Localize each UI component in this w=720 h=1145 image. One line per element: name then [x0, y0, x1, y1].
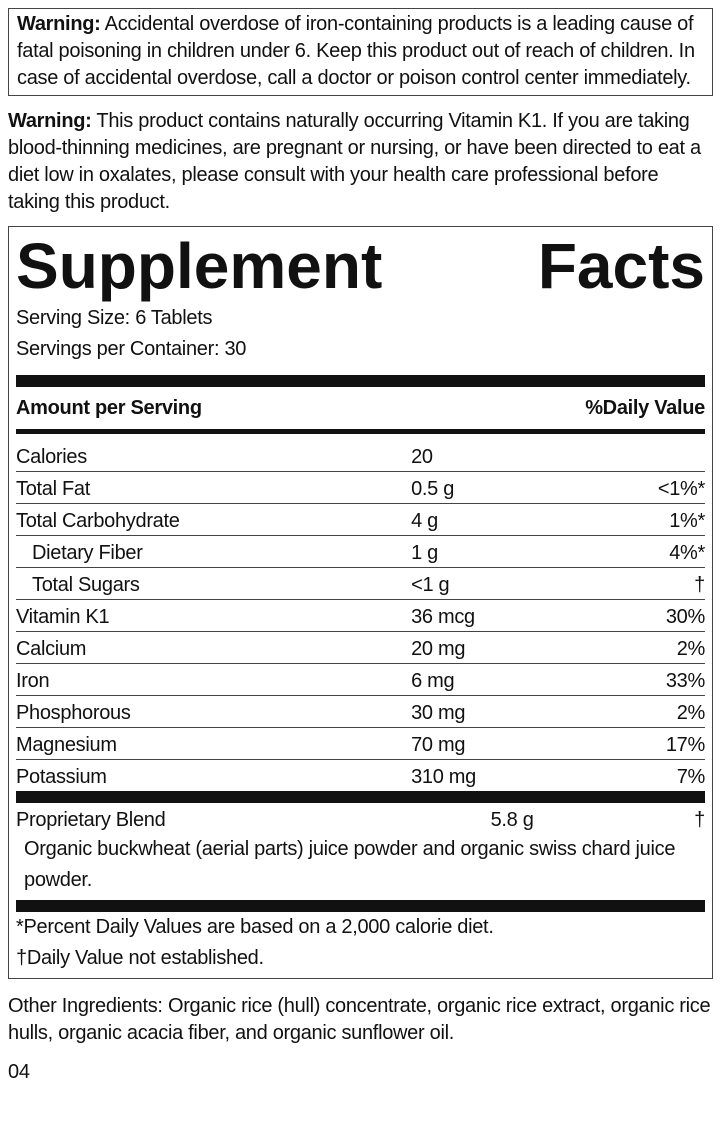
- blend-dv: †: [694, 809, 705, 831]
- warning-label: Warning:: [8, 110, 92, 132]
- nutrient-table: Calories 20 Total Fat 0.5 g <1%* Total Carboh…: [16, 440, 705, 791]
- warnings: Warning: Accidental overdose of iron-con…: [8, 8, 713, 216]
- header-table: Amount per Serving %Daily Value: [16, 387, 705, 429]
- nutrient-amount: 36 mcg: [411, 599, 592, 632]
- nutrient-name: Dietary Fiber: [16, 535, 412, 568]
- nutrient-name: Vitamin K1: [16, 599, 412, 632]
- other-ingredients: Other Ingredients: Organic rice (hull) c…: [8, 995, 711, 1044]
- blend-description: Organic buckwheat (aerial parts) juice p…: [24, 838, 676, 891]
- header-row: Amount per Serving %Daily Value: [16, 387, 705, 429]
- nutrient-name: Iron: [16, 663, 412, 696]
- nutrient-row: Phosphorous 30 mg 2%: [16, 695, 705, 728]
- nutrient-dv: [591, 440, 705, 472]
- nutrient-amount: 70 mg: [411, 727, 592, 760]
- nutrient-dv: 33%: [591, 663, 705, 696]
- nutrient-dv: †: [591, 567, 705, 600]
- nutrient-name: Magnesium: [16, 727, 412, 760]
- nutrient-row: Magnesium 70 mg 17%: [16, 727, 705, 760]
- warning-text: This product contains naturally occurrin…: [8, 110, 701, 213]
- warning: Warning: Accidental overdose of iron-con…: [8, 8, 713, 96]
- nutrient-amount: 20: [411, 446, 433, 468]
- supplement-facts: Supplement Facts Serving Size: 6 Tablets…: [8, 226, 713, 979]
- thick-rule: [16, 375, 705, 387]
- nutrient-name: Phosphorous: [16, 695, 412, 728]
- nutrient-row: Calcium 20 mg 2%: [16, 631, 705, 664]
- blend-row: Proprietary Blend 5.8 g †: [16, 803, 705, 834]
- nutrient-dv: 4%*: [591, 535, 705, 568]
- nutrient-amount: 4 g: [411, 503, 592, 536]
- footnote: †Daily Value not established.: [16, 947, 264, 969]
- nutrient-name: Total Fat: [16, 471, 412, 504]
- nutrient-dv: <1%*: [591, 471, 705, 504]
- nutrient-name: Calcium: [16, 631, 412, 664]
- nutrient-amount: <1 g: [411, 567, 592, 600]
- nutrient-name: Calories: [16, 446, 87, 468]
- servings-per-container: Servings per Container: 30: [16, 338, 247, 360]
- header-amount: Amount per Serving: [16, 396, 202, 419]
- blend-amount: 5.8 g: [490, 809, 534, 831]
- thick-rule: [16, 900, 705, 912]
- nutrient-name: Potassium: [16, 759, 412, 791]
- facts-title: Supplement Facts: [16, 230, 705, 302]
- label-code: 04: [8, 1061, 30, 1083]
- nutrient-row: Calories 20: [16, 440, 705, 472]
- nutrient-amount: 30 mg: [411, 695, 592, 728]
- nutrient-dv: 17%: [591, 727, 705, 760]
- nutrient-row: Total Fat 0.5 g <1%*: [16, 471, 705, 504]
- medium-rule: [16, 429, 705, 434]
- nutrient-amount: 0.5 g: [411, 471, 592, 504]
- warning-text: Accidental overdose of iron-containing p…: [17, 13, 695, 89]
- nutrient-amount: 310 mg: [411, 759, 592, 791]
- warning-label: Warning:: [17, 13, 101, 35]
- nutrient-name: Total Sugars: [16, 567, 412, 600]
- footnotes: *Percent Daily Values are based on a 2,0…: [16, 912, 705, 974]
- nutrient-dv: 30%: [591, 599, 705, 632]
- thick-rule: [16, 791, 705, 803]
- label: Warning: Accidental overdose of iron-con…: [8, 8, 713, 1083]
- nutrient-row: Potassium 310 mg 7%: [16, 759, 705, 791]
- nutrient-row: Vitamin K1 36 mcg 30%: [16, 599, 705, 632]
- nutrient-dv: 2%: [591, 631, 705, 664]
- nutrient-dv: 7%: [591, 759, 705, 791]
- nutrient-amount: 6 mg: [411, 663, 592, 696]
- nutrient-amount: 20 mg: [411, 631, 592, 664]
- nutrient-row: Total Sugars <1 g †: [16, 567, 705, 600]
- serving-size: Serving Size: 6 Tablets: [16, 307, 213, 329]
- footnote: *Percent Daily Values are based on a 2,0…: [16, 916, 494, 938]
- nutrient-amount: 1 g: [411, 535, 592, 568]
- nutrient-name: Total Carbohydrate: [16, 503, 412, 536]
- nutrient-row: Total Carbohydrate 4 g 1%*: [16, 503, 705, 536]
- header-dv: %Daily Value: [585, 396, 705, 419]
- blend-name: Proprietary Blend: [16, 809, 166, 831]
- nutrient-row: Iron 6 mg 33%: [16, 663, 705, 696]
- nutrient-dv: 2%: [591, 695, 705, 728]
- nutrient-dv: 1%*: [591, 503, 705, 536]
- nutrient-row: Dietary Fiber 1 g 4%*: [16, 535, 705, 568]
- warning: Warning: This product contains naturally…: [8, 108, 713, 216]
- blend-table: Proprietary Blend 5.8 g †: [16, 803, 705, 834]
